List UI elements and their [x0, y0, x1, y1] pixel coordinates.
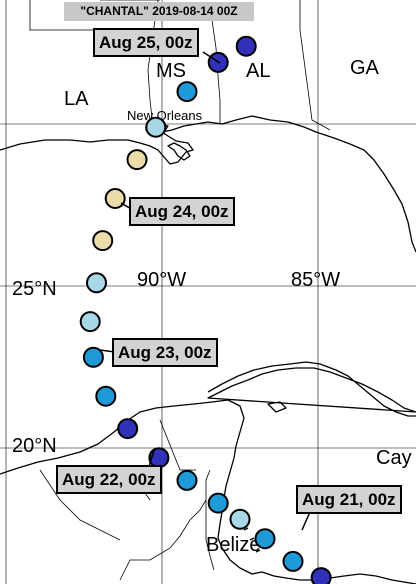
track-point: [282, 550, 304, 572]
mexico-guatemala-border: [119, 469, 211, 581]
track-point: [310, 567, 332, 584]
track-point: [104, 188, 126, 209]
track-point: [117, 418, 139, 440]
grid-labels: 90°W 85°W 25°N 20°N: [12, 269, 340, 457]
date-label-aug21: Aug 21, 00z: [296, 485, 402, 514]
al-ga-border: [299, 0, 331, 131]
ms-al-border: [211, 19, 221, 124]
date-label-aug24: Aug 24, 00z: [129, 197, 235, 226]
state-label-al: AL: [246, 60, 270, 82]
track-point: [207, 492, 229, 514]
storm-track: [79, 35, 332, 584]
leader-aug21: [301, 511, 311, 531]
cuba: [207, 361, 416, 417]
leader-aug25: [202, 51, 221, 64]
state-label-ms: MS: [156, 60, 186, 82]
lat-label-25n: 25°N: [12, 278, 57, 300]
gulf-coast: [0, 115, 416, 253]
lon-label-85w: 85°W: [291, 269, 340, 291]
guatemala-belize-border: [205, 500, 215, 571]
track-point: [79, 311, 101, 333]
track-point: [176, 81, 198, 103]
track-point: [145, 116, 167, 138]
track-point: [235, 35, 257, 57]
track-point: [82, 346, 104, 368]
track-point: [92, 230, 114, 252]
state-label-la: LA: [64, 88, 89, 110]
isla-juventud: [267, 401, 287, 413]
date-label-aug22: Aug 22, 00z: [56, 465, 162, 494]
map-title: "CHANTAL" 2019-08-14 00Z: [64, 2, 254, 21]
track-point: [254, 528, 276, 550]
track-point: [176, 469, 198, 491]
track-point: [86, 272, 107, 294]
mississippi-delta: [167, 142, 191, 161]
date-label-aug25: Aug 25, 00z: [93, 28, 199, 57]
lon-label-90w: 90°W: [137, 269, 186, 291]
track-point: [95, 385, 117, 407]
place-labels: MS AL GA LA New Orleans Belize Cay: [64, 57, 412, 556]
la-ms-border: [147, 0, 159, 119]
track-point: [229, 508, 251, 530]
state-label-ga: GA: [350, 57, 380, 79]
lat-label-20n: 20°N: [12, 435, 57, 457]
city-label-new-orleans: New Orleans: [127, 108, 203, 123]
country-label-belize: Belize: [206, 534, 260, 556]
date-label-aug23: Aug 23, 00z: [112, 338, 218, 367]
track-point: [126, 149, 148, 171]
place-label-cayman: Cay: [376, 447, 412, 469]
